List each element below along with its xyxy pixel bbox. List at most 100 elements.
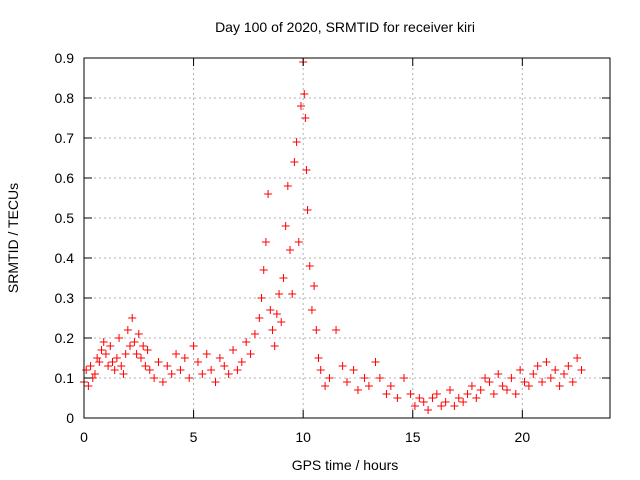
data-point [467, 382, 476, 390]
data-point [546, 374, 555, 382]
data-point [406, 390, 415, 398]
data-point [288, 290, 297, 298]
data-point [246, 350, 255, 358]
data-point [432, 390, 441, 398]
data-point [211, 378, 220, 386]
data-point [215, 354, 224, 362]
data-point [106, 342, 115, 350]
data-point [399, 374, 408, 382]
data-point [270, 342, 279, 350]
data-point [176, 366, 185, 374]
data-point [121, 350, 130, 358]
data-point [220, 362, 229, 370]
data-point [261, 238, 270, 246]
data-point [189, 342, 198, 350]
data-point [424, 406, 433, 414]
data-point [90, 370, 99, 378]
data-point [167, 370, 176, 378]
data-point [415, 394, 424, 402]
data-point [119, 370, 128, 378]
data-point [454, 394, 463, 402]
data-point [529, 370, 538, 378]
data-point [441, 398, 450, 406]
data-point [551, 366, 560, 374]
data-point [283, 182, 292, 190]
data-point [314, 354, 323, 362]
data-point [494, 370, 503, 378]
data-point [255, 314, 264, 322]
y-tick-label: 0.1 [55, 370, 75, 386]
data-point [450, 402, 459, 410]
data-point [573, 354, 582, 362]
data-point [577, 366, 586, 374]
y-tick-label: 0 [66, 410, 74, 426]
data-point [393, 394, 402, 402]
data-point [533, 362, 542, 370]
data-point [307, 306, 316, 314]
x-tick-label: 5 [190, 429, 198, 445]
data-point [568, 378, 577, 386]
data-point [163, 362, 172, 370]
data-point [353, 386, 362, 394]
data-point [485, 378, 494, 386]
ticks: 0 0.1 0.2 0.3 0.4 0.5 0.6 0.7 0.8 0.9 0 5 10 15 20 [55, 50, 610, 445]
data-point [101, 350, 110, 358]
data-point [511, 390, 520, 398]
data-point [463, 390, 472, 398]
y-tick-label: 0.2 [55, 330, 75, 346]
data-point [202, 350, 211, 358]
data-point [268, 326, 277, 334]
data-point [97, 346, 106, 354]
data-point [286, 246, 295, 254]
data-point [502, 386, 511, 394]
data-point [332, 326, 341, 334]
data-point [325, 374, 334, 382]
data-point [112, 354, 121, 362]
data-point [349, 366, 358, 374]
data-point [294, 238, 303, 246]
data-point [428, 394, 437, 402]
data-point [516, 366, 525, 374]
data-point [371, 358, 380, 366]
data-point [419, 398, 428, 406]
data-point [437, 402, 446, 410]
data-point [224, 370, 233, 378]
data-point [115, 334, 124, 342]
data-point [481, 374, 490, 382]
y-tick-label: 0.5 [55, 210, 75, 226]
data-point [310, 282, 319, 290]
data-point [198, 370, 207, 378]
data-point [277, 318, 286, 326]
data-point [321, 382, 330, 390]
data-point [316, 366, 325, 374]
data-point [126, 342, 135, 350]
data-point [104, 362, 113, 370]
data-point [555, 382, 564, 390]
data-point [507, 374, 516, 382]
data-point [338, 362, 347, 370]
data-point [99, 338, 108, 346]
data-point [272, 310, 281, 318]
data-point [301, 114, 310, 122]
data-point [360, 374, 369, 382]
data-point [158, 378, 167, 386]
data-point [86, 362, 95, 370]
x-tick-label: 20 [515, 429, 531, 445]
data-point [110, 366, 119, 374]
x-axis-label: GPS time / hours [292, 457, 399, 473]
data-point [386, 382, 395, 390]
data-point [128, 314, 137, 322]
data-point [117, 362, 126, 370]
data-point [143, 346, 152, 354]
data-point [259, 266, 268, 274]
data-point [132, 350, 141, 358]
data-point [364, 382, 373, 390]
y-axis-label: SRMTID / TECUs [5, 183, 21, 293]
data-point [343, 378, 351, 386]
data-point [410, 402, 419, 410]
data-point [233, 366, 242, 374]
data-point [141, 362, 150, 370]
data-point [108, 358, 117, 366]
data-point [154, 358, 163, 366]
